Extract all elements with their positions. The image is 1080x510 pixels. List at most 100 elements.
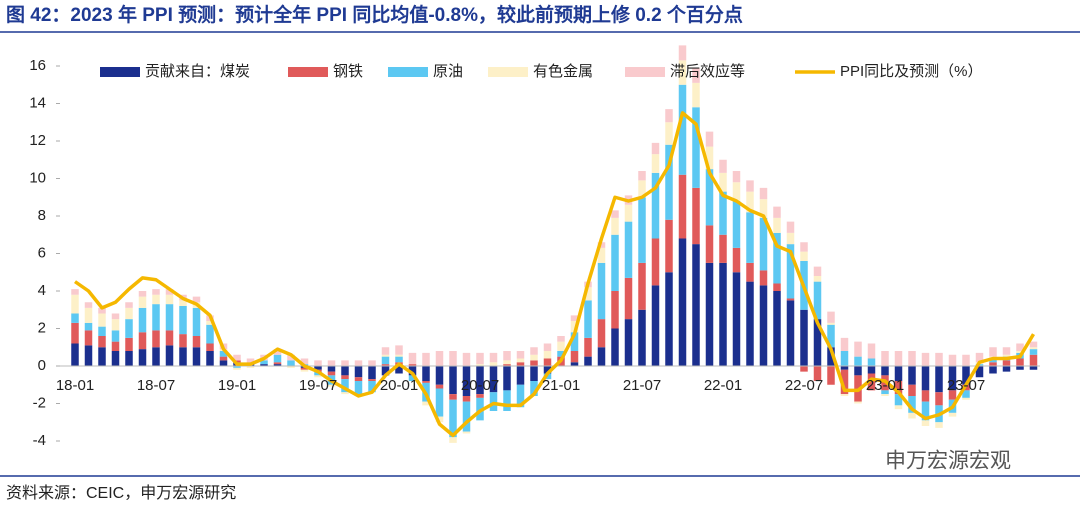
bar: [1002, 360, 1011, 366]
bar: [732, 272, 741, 366]
bar: [840, 394, 849, 396]
bar: [98, 307, 106, 314]
bar: [1029, 366, 1038, 370]
bar: [192, 336, 201, 348]
bar: [422, 401, 430, 406]
bar: [368, 381, 376, 393]
bar: [813, 319, 822, 366]
bar: [908, 366, 916, 385]
bar: [665, 144, 673, 220]
bar: [773, 232, 781, 284]
bar: [921, 366, 930, 391]
bar: [368, 360, 376, 366]
bar: [989, 347, 997, 357]
bar: [732, 247, 741, 273]
bar: [341, 366, 349, 376]
bar: [84, 330, 93, 346]
bar: [881, 366, 889, 376]
bar: [638, 180, 646, 198]
bar: [111, 341, 120, 351]
bar: [341, 360, 349, 366]
bar: [462, 366, 471, 396]
x-tick-label: 18-07: [137, 377, 175, 394]
bar: [165, 294, 174, 305]
bar: [867, 373, 876, 391]
bar: [557, 341, 565, 351]
bar: [71, 313, 79, 323]
bar: [840, 369, 849, 395]
bar: [354, 366, 363, 378]
bar: [800, 242, 808, 252]
bar: [786, 244, 795, 299]
bar: [1029, 349, 1038, 355]
bar: [827, 347, 835, 366]
bar: [98, 326, 106, 336]
bar: [719, 191, 727, 235]
bar: [273, 349, 282, 355]
bar: [476, 352, 484, 365]
bar: [570, 362, 579, 366]
bar: [260, 364, 268, 366]
bar: [260, 360, 268, 365]
y-tick-label: 0: [38, 357, 46, 374]
bar: [503, 364, 511, 366]
bar: [584, 337, 592, 357]
bar: [638, 309, 646, 366]
bar: [678, 84, 687, 175]
bar: [570, 321, 579, 333]
bar: [246, 358, 255, 365]
bar: [165, 304, 174, 331]
bar: [179, 300, 187, 306]
bar: [867, 343, 876, 359]
bar: [314, 375, 322, 378]
bar: [746, 281, 754, 366]
bar: [584, 300, 592, 338]
y-tick-label: 4: [38, 282, 46, 299]
bar: [611, 328, 619, 366]
bar: [111, 319, 120, 331]
bar: [651, 172, 660, 239]
y-tick-label: 12: [29, 132, 46, 149]
x-tick-label: 21-07: [623, 377, 661, 394]
bar: [935, 392, 943, 406]
bar: [125, 302, 133, 308]
bar: [624, 319, 633, 366]
bar: [570, 351, 579, 363]
bar: [489, 392, 498, 411]
bar: [449, 351, 457, 366]
bar: [152, 330, 160, 348]
bar: [138, 307, 147, 333]
bar: [273, 362, 282, 365]
bar: [273, 354, 282, 363]
bar: [314, 360, 322, 366]
bar: [962, 366, 970, 385]
bar: [678, 60, 687, 85]
bar: [759, 285, 768, 366]
x-tick-label: 22-07: [785, 377, 823, 394]
bar: [773, 206, 781, 218]
bar: [530, 354, 538, 361]
bar: [111, 330, 120, 342]
bar: [381, 354, 390, 357]
bar: [449, 366, 457, 395]
bar: [408, 366, 417, 376]
bar: [786, 298, 795, 301]
bar: [854, 366, 862, 376]
bar: [98, 336, 106, 348]
bar: [705, 131, 714, 147]
x-tick-label: 19-01: [218, 377, 256, 394]
bar: [300, 367, 309, 370]
bar: [125, 307, 133, 320]
bar: [530, 366, 538, 381]
bar: [570, 315, 579, 321]
bar: [813, 366, 822, 381]
bar: [746, 180, 754, 192]
bar: [975, 366, 984, 378]
bar: [476, 366, 484, 395]
bar: [489, 362, 498, 366]
bar: [840, 351, 849, 366]
y-tick-label: 10: [29, 169, 46, 186]
bar: [84, 307, 93, 323]
bar: [746, 262, 754, 282]
bar: [476, 394, 484, 398]
